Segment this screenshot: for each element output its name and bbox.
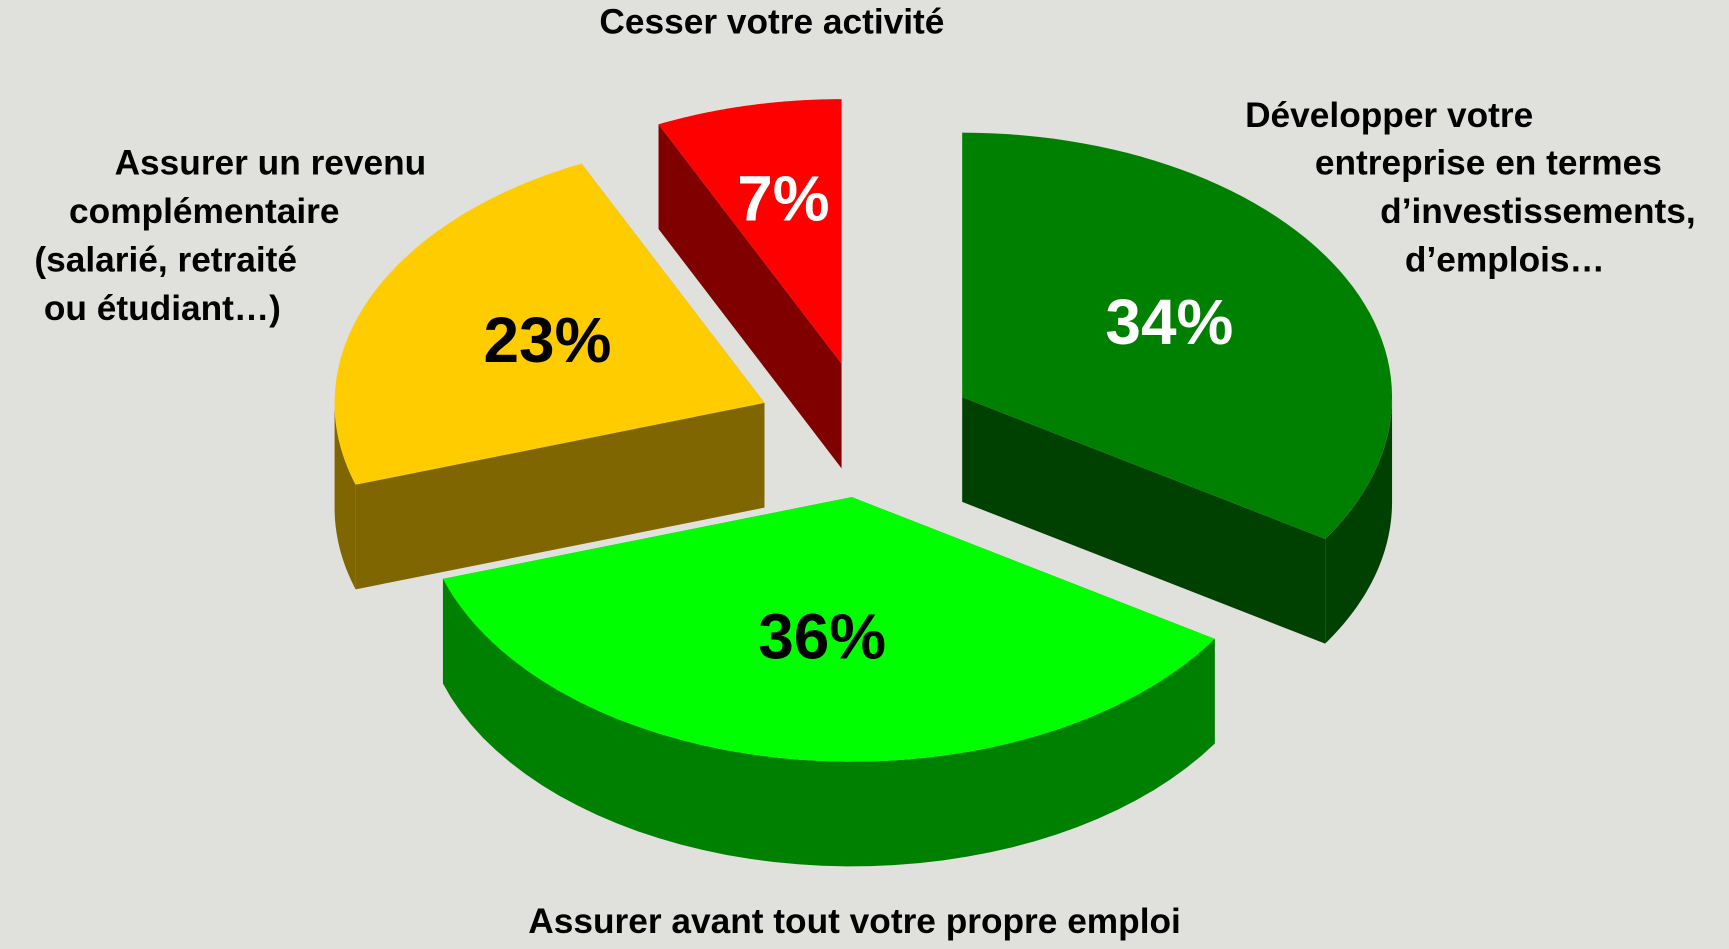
category-label: Assurer un revenu	[115, 144, 427, 183]
category-label: complémentaire	[69, 192, 339, 231]
category-label: ou étudiant…)	[44, 289, 281, 328]
value-label: 7%	[737, 162, 829, 234]
category-label: Assurer avant tout votre propre emploi	[528, 902, 1181, 941]
slice-side	[962, 397, 1326, 644]
value-label: 36%	[758, 600, 886, 672]
category-label: (salarié, retraité	[34, 241, 297, 280]
slice-outer-wall	[334, 402, 356, 590]
slice-outer-wall	[442, 578, 1215, 867]
slice-outer-wall	[1325, 397, 1393, 644]
slice-side	[355, 402, 765, 590]
category-label: d’investissements,	[1380, 192, 1696, 231]
slice	[442, 497, 1215, 867]
slice	[658, 99, 842, 469]
value-label: 34%	[1105, 286, 1233, 358]
category-label: Développer votre	[1245, 96, 1533, 135]
category-label: d’emplois…	[1405, 241, 1605, 280]
slice	[334, 163, 765, 590]
value-label: 23%	[484, 304, 612, 376]
slice-side	[658, 124, 842, 469]
slice	[962, 132, 1393, 644]
category-label: Cesser votre activité	[599, 3, 944, 42]
slice-top	[334, 163, 765, 485]
category-label: entreprise en termes	[1315, 144, 1662, 183]
slice-top	[658, 99, 842, 364]
slice-top	[442, 497, 1215, 762]
slice-top	[962, 132, 1393, 539]
